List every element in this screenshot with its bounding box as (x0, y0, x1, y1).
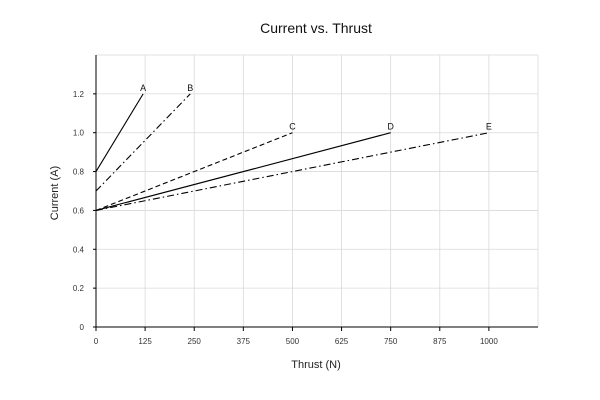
y-tick-label: 0.2 (73, 284, 85, 293)
x-tick-label: 250 (188, 337, 202, 346)
chart-title: Current vs. Thrust (260, 20, 372, 36)
y-tick-label: 0.4 (73, 245, 85, 254)
series-line-d (95, 132, 391, 211)
series-label-d: D (387, 122, 394, 132)
x-tick-label: 875 (433, 337, 447, 346)
series-label-a: A (140, 83, 146, 93)
series-label-c: C (289, 122, 296, 132)
y-tick-label: 0.6 (73, 206, 85, 215)
x-tick-label: 500 (286, 337, 300, 346)
series-line-e (95, 132, 489, 211)
y-tick-label: 0 (80, 323, 85, 332)
x-tick-label: 750 (384, 337, 398, 346)
x-tick-label: 125 (138, 337, 152, 346)
x-tick-label: 375 (237, 337, 251, 346)
series-line-b (95, 93, 191, 192)
series-label-e: E (486, 122, 492, 132)
series-labels: A B C D E (140, 83, 492, 132)
x-tick-label: 625 (335, 337, 349, 346)
x-axis-label: Thrust (N) (291, 359, 341, 371)
grid (96, 54, 539, 327)
y-tick-label: 0.8 (73, 168, 85, 177)
y-tick-label: 1.0 (73, 129, 85, 138)
series-line-c (95, 132, 293, 211)
x-tick-label: 1000 (480, 337, 498, 346)
axes (93, 55, 538, 331)
series-group (95, 93, 489, 211)
series-label-b: B (187, 83, 193, 93)
x-tick-label: 0 (94, 337, 99, 346)
y-axis-label: Current (A) (49, 166, 61, 220)
y-tick-label: 1.2 (73, 90, 85, 99)
tick-labels: 0 125 250 375 500 625 750 875 1000 0 0.2 0.4 0.6 0.8 1… (73, 90, 498, 346)
series-line-a (95, 93, 144, 172)
